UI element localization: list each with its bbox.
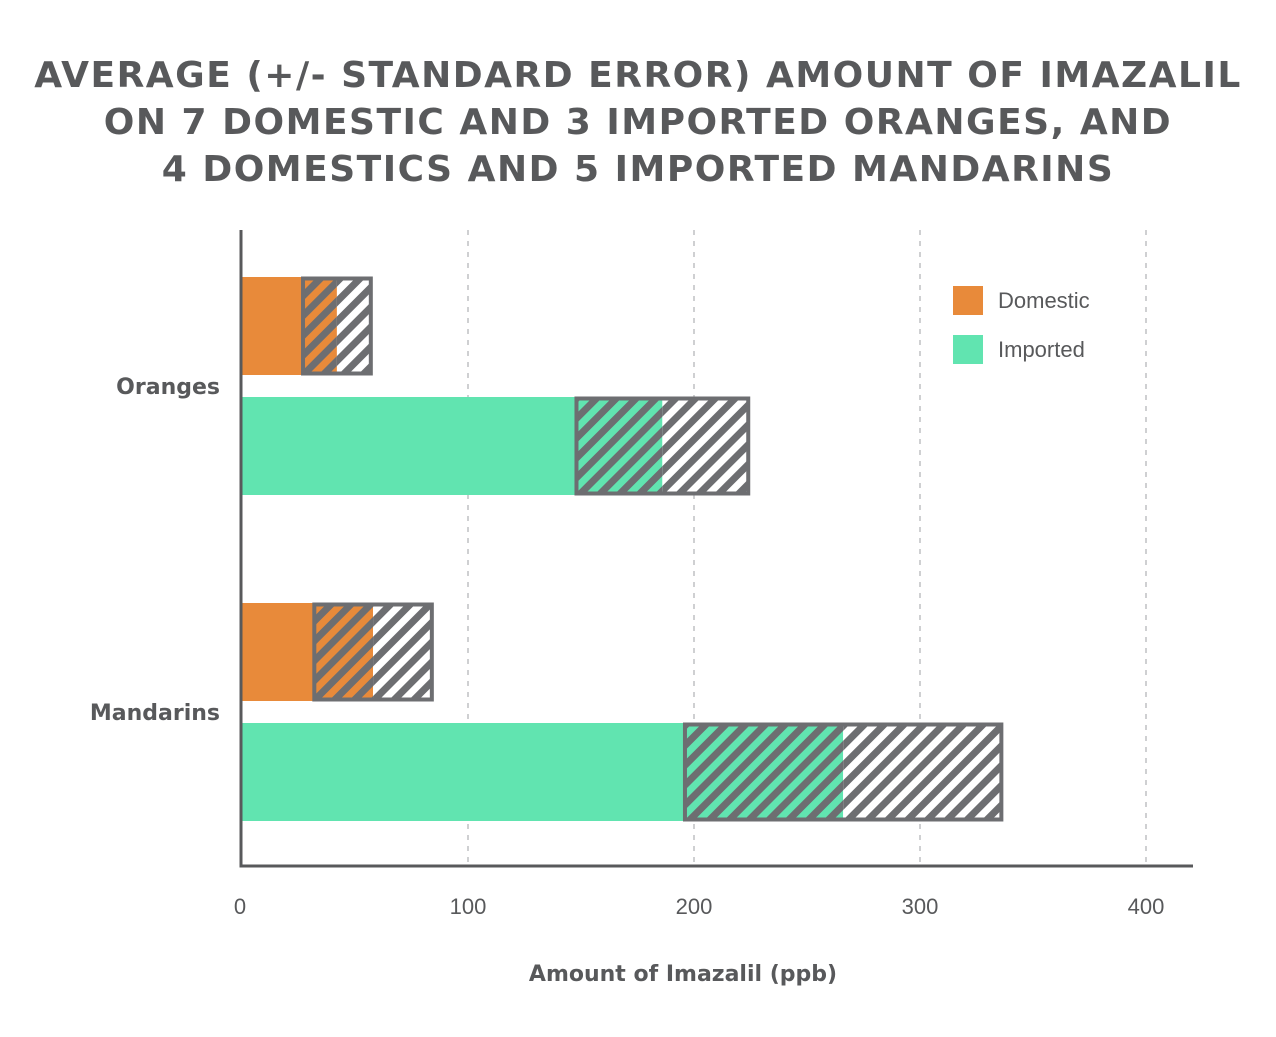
error-band-outline	[574, 396, 751, 496]
legend-label: Domestic	[998, 288, 1090, 313]
error-band-upper	[843, 724, 1002, 820]
error-band-outline	[682, 722, 1004, 822]
error-band-lower	[576, 398, 663, 494]
category-label: Mandarins	[90, 701, 220, 726]
bar	[242, 277, 304, 375]
x-tick-label: 300	[902, 894, 939, 919]
error-band-outline	[312, 602, 434, 702]
x-tick-label: 100	[450, 894, 487, 919]
category-label: Oranges	[116, 375, 220, 400]
error-band-lower	[684, 724, 844, 820]
bar	[242, 603, 315, 701]
bar	[242, 397, 577, 495]
x-tick-label: 200	[676, 894, 713, 919]
error-band-upper	[336, 278, 371, 374]
legend-label: Imported	[998, 337, 1085, 362]
legend-swatch	[953, 286, 983, 315]
error-band-upper	[373, 604, 432, 700]
bar	[242, 723, 685, 821]
chart-title-line-3: 4 DOMESTICS AND 5 IMPORTED MANDARINS	[161, 149, 1115, 190]
legend: Domestic Imported	[953, 286, 1090, 364]
error-band-lower	[314, 604, 374, 700]
x-tick-label: 400	[1128, 894, 1165, 919]
chart-title-line-2: ON 7 DOMESTIC AND 3 IMPORTED ORANGES, AN…	[103, 102, 1173, 143]
x-axis-label: Amount of Imazalil (ppb)	[529, 962, 837, 987]
chart-title: AVERAGE (+/- STANDARD ERROR) AMOUNT OF I…	[0, 52, 1276, 193]
axes	[239, 230, 1193, 868]
x-tick-label: 0	[234, 894, 246, 919]
legend-swatch	[953, 335, 983, 364]
error-band-upper	[662, 398, 749, 494]
error-band-outline	[301, 276, 373, 376]
category-labels: Oranges Mandarins	[90, 375, 220, 726]
x-tick-labels: 0 100 200 300 400	[234, 894, 1164, 919]
error-band-lower	[303, 278, 337, 374]
bars	[242, 276, 1004, 822]
chart-title-line-1: AVERAGE (+/- STANDARD ERROR) AMOUNT OF I…	[34, 55, 1242, 96]
